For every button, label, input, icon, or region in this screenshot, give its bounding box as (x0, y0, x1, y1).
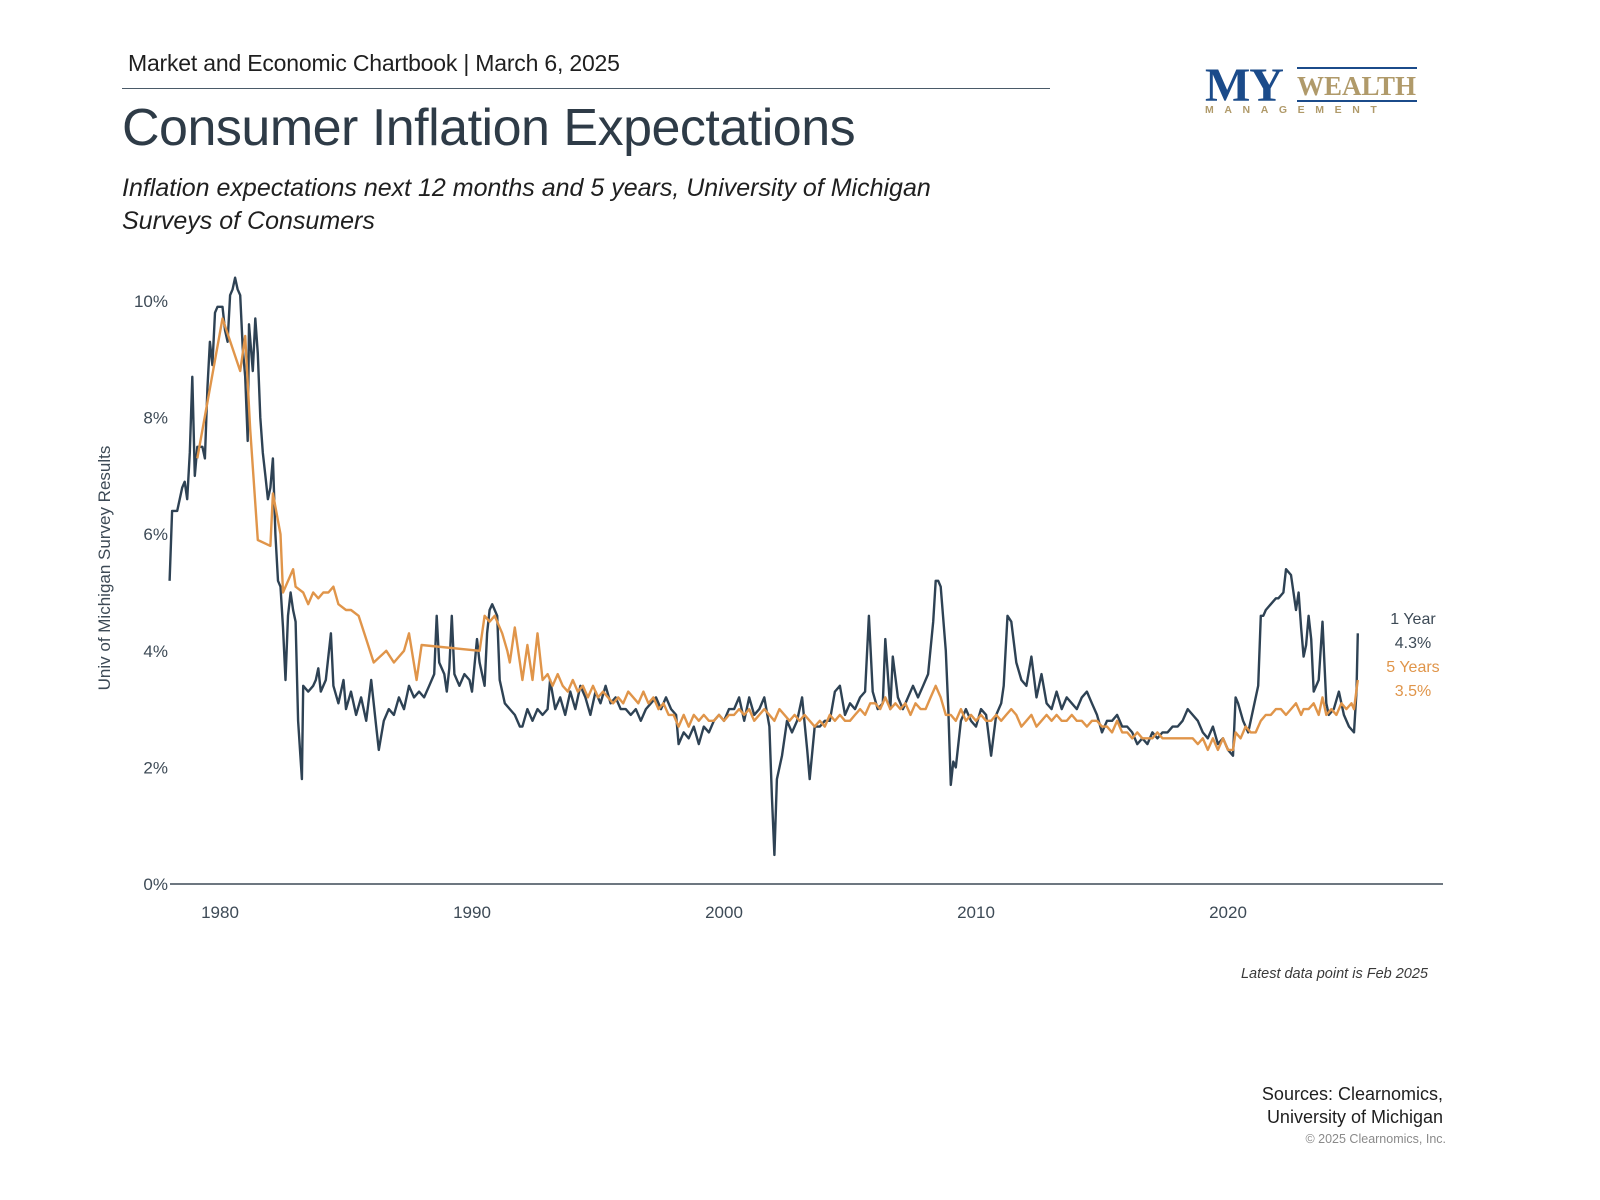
company-logo: MY WEALTH MANAGEMENT (1205, 62, 1420, 122)
label-5-years: 5 Years (1386, 659, 1440, 676)
logo-my: MY (1205, 59, 1284, 112)
x-axis-ticks: 1980 1990 2000 2010 2020 (201, 903, 1247, 922)
end-value-labels: 1 Year 4.3% 5 Years 3.5% (1380, 608, 1446, 704)
logo-rule-top (1297, 67, 1417, 69)
value-5-years: 3.5% (1394, 683, 1432, 700)
sources-line-2: University of Michigan (1266, 1107, 1443, 1127)
sources-line-1: Sources: Clearnomics, (1261, 1084, 1443, 1104)
page-title: Consumer Inflation Expectations (122, 99, 856, 157)
y-tick-label: 2% (143, 758, 168, 777)
y-tick-label: 6% (143, 525, 168, 544)
y-axis-label: Univ of Michigan Survey Results (95, 446, 114, 691)
copyright: © 2025 Clearnomics, Inc. (1305, 1132, 1446, 1146)
subtitle-line-1: Inflation expectations next 12 months an… (122, 174, 931, 202)
sources: Sources: Clearnomics, University of Mich… (1150, 1083, 1443, 1129)
series-line-5-years (196, 317, 1359, 752)
logo-rule-bottom (1297, 100, 1417, 102)
logo-management: MANAGEMENT (1205, 104, 1388, 116)
y-tick-label: 4% (143, 642, 168, 661)
y-tick-label: 8% (143, 409, 168, 428)
x-tick-label: 2000 (705, 903, 743, 922)
latest-data-note: Latest data point is Feb 2025 (1240, 966, 1428, 982)
y-tick-label: 0% (143, 875, 168, 894)
chartbook-kicker: Market and Economic Chartbook | March 6,… (128, 50, 620, 76)
x-tick-label: 1990 (453, 903, 491, 922)
y-tick-label: 10% (134, 292, 168, 311)
label-1-year: 1 Year (1390, 611, 1436, 628)
x-tick-label: 2010 (957, 903, 995, 922)
header-divider (122, 88, 1050, 89)
x-tick-label: 2020 (1209, 903, 1247, 922)
series-group (168, 276, 1359, 857)
y-axis-ticks: 0% 2% 4% 6% 8% 10% (134, 292, 168, 894)
series-line-1-year (168, 276, 1359, 857)
chart-subtitle: Inflation expectations next 12 months an… (122, 172, 1082, 238)
value-1-year: 4.3% (1394, 635, 1432, 652)
subtitle-line-2: Surveys of Consumers (122, 207, 375, 235)
logo-wealth: WEALTH (1297, 71, 1417, 101)
x-tick-label: 1980 (201, 903, 239, 922)
